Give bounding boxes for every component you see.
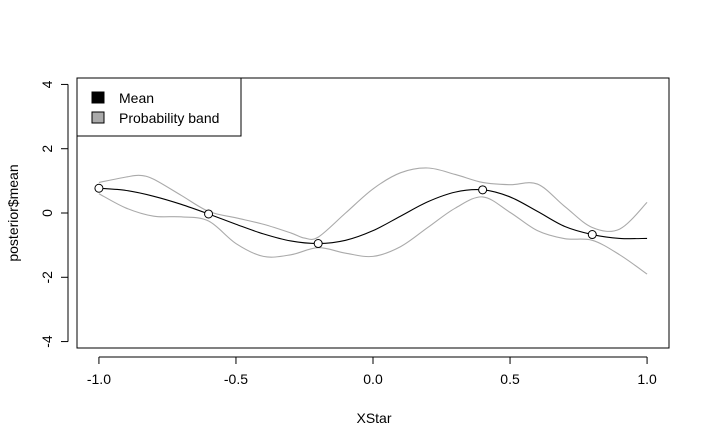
data-point [478, 185, 488, 195]
y-tick-label: -4 [39, 335, 55, 348]
x-tick-label: -0.5 [224, 371, 248, 387]
legend-box [76, 77, 242, 137]
x-tick-label: 0.5 [500, 371, 520, 387]
series-layer [98, 167, 648, 275]
series-line-mean [98, 187, 648, 245]
y-axis: -4 -2 0 2 4 [39, 80, 69, 348]
x-tick-label: 1.0 [637, 371, 657, 387]
data-points [94, 183, 597, 249]
y-tick-label: -2 [39, 271, 55, 284]
legend-swatch-band [91, 111, 105, 124]
legend-label-band: Probability band [119, 110, 219, 126]
y-tick-label: 0 [39, 209, 55, 217]
legend: Mean Probability band [76, 77, 242, 137]
series-line-probability-band [98, 193, 648, 275]
data-point [587, 230, 597, 240]
legend-swatch-mean [91, 91, 105, 104]
data-point [204, 209, 214, 219]
data-point [94, 183, 104, 193]
legend-label-mean: Mean [119, 90, 154, 106]
x-axis: -1.0 -0.5 0.0 0.5 1.0 [87, 356, 657, 387]
x-axis-label: XStar [356, 410, 391, 426]
x-tick-label: -1.0 [87, 371, 111, 387]
y-axis-label: posterior$mean [5, 164, 21, 261]
series-line-probability-band [98, 167, 648, 240]
data-point [313, 239, 323, 249]
x-tick-label: 0.0 [363, 371, 383, 387]
y-tick-label: 4 [39, 80, 55, 88]
plot-frame [76, 77, 670, 349]
y-tick-label: 2 [39, 145, 55, 153]
